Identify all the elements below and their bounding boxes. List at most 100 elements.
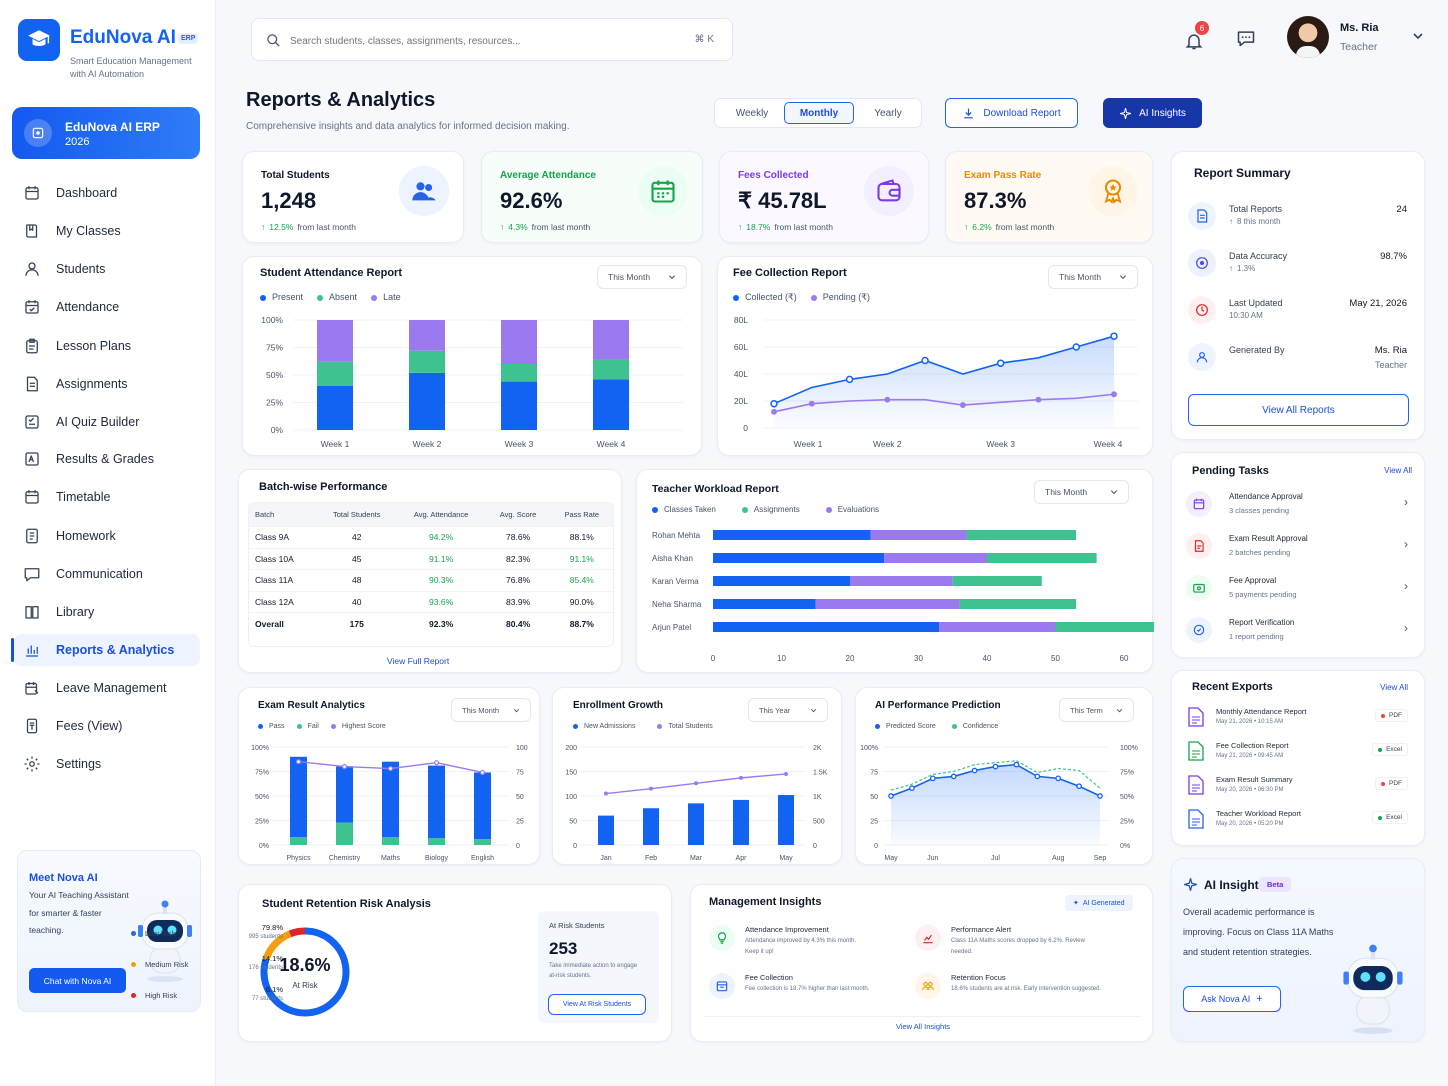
sidebar-item-settings[interactable]: Settings: [14, 748, 200, 780]
data-point: [341, 764, 348, 770]
pending-view-all[interactable]: View All: [1384, 466, 1412, 475]
export-item[interactable]: Monthly Attendance Report May 21, 2026 • …: [1172, 705, 1424, 737]
summary-row: Generated By Ms. Ria Teacher: [1172, 339, 1424, 383]
sidebar-item-assignments[interactable]: Assignments: [14, 368, 200, 400]
download-report-button[interactable]: Download Report: [945, 98, 1078, 128]
insight-item-title: Performance Alert: [951, 925, 1012, 934]
enroll-filter-label: This Year: [759, 705, 791, 715]
table-row: Class 12A 40 93.6% 83.9% 90.0%: [249, 591, 613, 613]
library-icon: [22, 602, 42, 622]
bar-fail: [290, 837, 307, 845]
insight-text-1: Overall academic performance is: [1183, 907, 1315, 917]
sidebar-item-fees-view[interactable]: Fees (View): [14, 710, 200, 742]
sidebar-item-homework[interactable]: Homework: [14, 520, 200, 552]
enroll-chart: 200 2K 150 1.5K 100 1K 50 500 0 0 Jan Feb Mar Apr May: [565, 745, 827, 862]
pending-task-item[interactable]: Exam Result Approval 2 batches pending ›: [1172, 529, 1424, 569]
sidebar-item-reports-analytics[interactable]: Reports & Analytics: [11, 634, 200, 666]
fee-filter[interactable]: This Month: [1048, 265, 1138, 289]
pending-task-item[interactable]: Report Verification 1 report pending ›: [1172, 613, 1424, 653]
predict-filter[interactable]: This Term: [1059, 698, 1134, 722]
export-item[interactable]: Teacher Workload Report May 20, 2026 • 05…: [1172, 807, 1424, 839]
sidebar-item-lesson-plans[interactable]: Lesson Plans: [14, 330, 200, 362]
report-summary-title: Report Summary: [1194, 166, 1291, 180]
messages-icon[interactable]: [1236, 28, 1256, 48]
sidebar-item-library[interactable]: Library: [14, 596, 200, 628]
legend-total-students: Total Students: [657, 723, 713, 730]
sidebar-item-label: Communication: [56, 567, 143, 581]
view-at-risk-button[interactable]: View At Risk Students: [548, 994, 646, 1015]
view-all-reports-button[interactable]: View All Reports: [1188, 394, 1409, 426]
sidebar-item-results-grades[interactable]: Results & Grades: [14, 443, 200, 475]
sidebar-item-timetable[interactable]: Timetable: [14, 481, 200, 513]
y-tick-label: 25%: [266, 398, 283, 408]
chevron-down-icon: [810, 708, 817, 712]
fee-report-card: Fee Collection Report This Month Collect…: [717, 256, 1153, 456]
file-icon: [1188, 809, 1204, 832]
arrow-up-icon: ↑: [500, 222, 505, 232]
x-tick-label: English: [471, 855, 494, 862]
notification-button[interactable]: 6: [1182, 21, 1209, 52]
erp-card[interactable]: EduNova AI ERP 2026: [12, 107, 200, 159]
legend-assignments: Assignments: [741, 505, 800, 514]
legend-evaluations: Evaluations: [825, 505, 879, 514]
export-item[interactable]: Exam Result Summary May 20, 2026 • 06:30 …: [1172, 773, 1424, 805]
sidebar-item-students[interactable]: Students: [14, 253, 200, 285]
avatar[interactable]: [1287, 16, 1329, 58]
bar-absent: [593, 359, 629, 380]
pending-task-item[interactable]: Fee Approval 5 payments pending ›: [1172, 571, 1424, 611]
period-weekly[interactable]: Weekly: [735, 107, 769, 119]
enroll-filter[interactable]: This Year: [748, 698, 828, 722]
attendance-legend: Present Absent Late: [260, 292, 401, 302]
attendance-filter[interactable]: This Month: [597, 265, 687, 289]
sidebar-item-my-classes[interactable]: My Classes: [14, 215, 200, 247]
sidebar-item-dashboard[interactable]: Dashboard: [14, 177, 200, 209]
file-icon: [1188, 707, 1204, 730]
export-date: May 20, 2026 • 05:20 PM: [1216, 821, 1284, 827]
chat-nova-button[interactable]: Chat with Nova AI: [29, 968, 126, 993]
data-point: [884, 396, 891, 403]
average-attendance-card: Average Attendance 92.6% ↑ 4.3% from last mo…: [481, 151, 703, 243]
data-point: [771, 408, 777, 415]
exports-view-all[interactable]: View All: [1380, 683, 1408, 692]
table-cell: 92.3%: [429, 618, 454, 629]
fee-legend: Collected (₹) Pending (₹): [733, 292, 870, 303]
sidebar-item-communication[interactable]: Communication: [14, 558, 200, 590]
y-tick-label: 150: [565, 770, 577, 777]
sidebar-item-leave-management[interactable]: Leave Management: [14, 672, 200, 704]
active-indicator: [11, 638, 14, 662]
summary-value: 24: [1396, 204, 1407, 215]
bar-fail: [382, 837, 399, 845]
search-input[interactable]: [290, 31, 670, 51]
view-full-report-link[interactable]: View Full Report: [387, 656, 450, 666]
sidebar-item-attendance[interactable]: Attendance: [14, 291, 200, 323]
sidebar-item-ai-quiz-builder[interactable]: AI Quiz Builder: [14, 406, 200, 438]
bar-assignments: [850, 576, 953, 586]
ask-nova-button[interactable]: Ask Nova AI +: [1183, 986, 1281, 1012]
batch-title: Batch-wise Performance: [259, 481, 388, 493]
period-monthly[interactable]: Monthly: [784, 102, 854, 124]
export-type-label: PDF: [1389, 780, 1402, 787]
bar-evaluations: [987, 553, 1097, 563]
search-bar[interactable]: ⌘ K: [251, 18, 733, 61]
teacher-workload-card: Teacher Workload Report This Month Class…: [636, 469, 1154, 673]
view-all-insights-link[interactable]: View All Insights: [705, 1016, 1141, 1036]
risk-percent: 14.1%: [261, 954, 283, 963]
pending-task-item[interactable]: Attendance Approval 3 classes pending ›: [1172, 487, 1424, 527]
chevron-down-icon[interactable]: [1412, 30, 1424, 42]
fee-title: Fee Collection Report: [733, 267, 847, 279]
bar-evaluations: [1055, 622, 1154, 632]
export-date: May 21, 2026 • 09:45 AM: [1216, 753, 1284, 759]
brand-subtitle: Smart Education Management: [70, 56, 192, 66]
table-cell: 88.7%: [569, 618, 594, 629]
workload-filter[interactable]: This Month: [1034, 480, 1129, 504]
insight-text-2: improving. Focus on Class 11A Maths: [1183, 927, 1334, 937]
export-item[interactable]: Fee Collection Report May 21, 2026 • 09:4…: [1172, 739, 1424, 771]
data-point: [1076, 783, 1082, 790]
ai-insights-button[interactable]: AI Insights: [1103, 98, 1202, 128]
exam-filter[interactable]: This Month: [451, 698, 531, 722]
recent-exports-card: Recent Exports View All Monthly Attendan…: [1171, 670, 1425, 846]
status-dot: [1378, 815, 1383, 820]
period-yearly[interactable]: Yearly: [874, 107, 902, 119]
bar-late: [593, 320, 629, 360]
book-icon: [22, 221, 42, 241]
